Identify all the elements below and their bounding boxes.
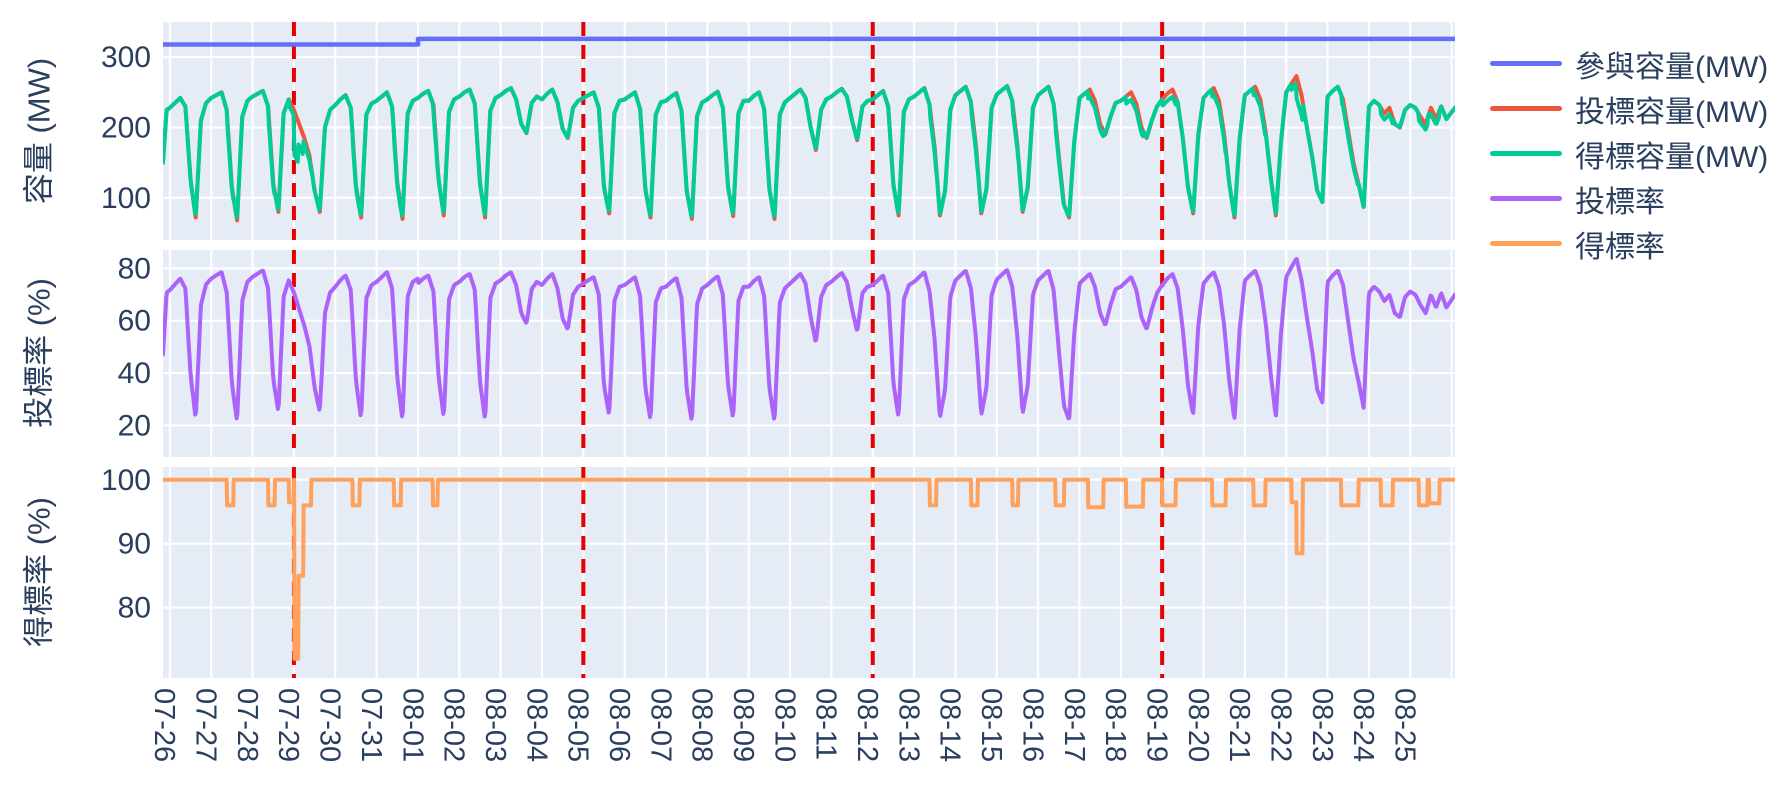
- legend-item-participate_mw[interactable]: 參與容量(MW): [1490, 41, 1768, 86]
- x-tick-label: 08-01: [396, 688, 428, 762]
- x-tick-label: 08-10: [768, 688, 800, 762]
- x-tick-label: 08-23: [1306, 688, 1338, 762]
- series-win_rate_pct[interactable]: [163, 477, 1455, 661]
- legend-item-won_mw[interactable]: 得標容量(MW): [1490, 131, 1768, 176]
- legend-swatch-won_mw: [1490, 151, 1562, 156]
- x-tick-label: 07-26: [148, 688, 180, 762]
- y-tick-label: 90: [118, 528, 151, 561]
- x-tick-label: 08-12: [851, 688, 883, 762]
- legend-label-participate_mw: 參與容量(MW): [1575, 50, 1769, 84]
- series-participate_mw[interactable]: [163, 36, 1455, 47]
- x-tick-label: 08-18: [1099, 688, 1131, 762]
- win_rate-subplot[interactable]: 80 90 100: [101, 464, 1455, 678]
- x-tick-label: 08-11: [810, 688, 842, 760]
- y-tick-label: 100: [101, 464, 151, 497]
- x-tick-label: 07-28: [231, 688, 263, 762]
- legend-label-bid_mw: 投標容量(MW): [1575, 95, 1769, 129]
- x-tick-label: 08-05: [562, 688, 594, 762]
- x-tick-label: 07-31: [355, 688, 387, 762]
- x-tick-label: 08-04: [520, 688, 552, 762]
- y-tick-label: 300: [101, 41, 151, 74]
- y-axis-title-bid-rate: 投標率 (%): [21, 278, 57, 428]
- x-axis: 07-26 07-27 07-28 07-29 07-30 07-31 08-01 08-02…: [148, 688, 1420, 762]
- legend-label-won_mw: 得標容量(MW): [1575, 140, 1769, 174]
- legend-swatch-bid_mw: [1490, 106, 1562, 111]
- x-tick-label: 08-03: [479, 688, 511, 762]
- x-tick-label: 08-21: [1223, 688, 1255, 762]
- y-tick-label: 60: [118, 305, 151, 338]
- y-axis-title-win-rate: 得標率 (%): [21, 497, 57, 647]
- y-tick-label: 40: [118, 357, 151, 390]
- x-tick-label: 08-06: [603, 688, 635, 762]
- series-bid_rate_pct[interactable]: [163, 257, 1455, 421]
- legend-label-bid_rate_pct: 投標率: [1575, 185, 1665, 219]
- x-tick-label: 08-20: [1182, 688, 1214, 762]
- x-tick-label: 08-25: [1389, 688, 1421, 762]
- x-tick-label: 08-19: [1140, 688, 1172, 762]
- legend-item-bid_mw[interactable]: 投標容量(MW): [1490, 86, 1768, 131]
- x-tick-label: 08-08: [686, 688, 718, 762]
- x-tick-label: 08-13: [892, 688, 924, 762]
- y-tick-label: 100: [101, 182, 151, 215]
- x-tick-label: 08-07: [644, 688, 676, 762]
- y-tick-label: 80: [118, 592, 151, 625]
- x-tick-label: 08-17: [1058, 688, 1090, 762]
- capacity-plot-area[interactable]: [163, 22, 1455, 240]
- legend-item-win_rate_pct[interactable]: 得標率: [1490, 221, 1768, 266]
- bid_rate-subplot[interactable]: 20 40 60 80: [118, 250, 1455, 457]
- y-axis-title-capacity: 容量 (MW): [21, 57, 57, 205]
- y-tick-label: 80: [118, 252, 151, 285]
- legend-item-bid_rate_pct[interactable]: 投標率: [1490, 176, 1768, 221]
- x-tick-label: 08-02: [438, 688, 470, 762]
- x-tick-label: 08-14: [934, 688, 966, 762]
- y-tick-label: 20: [118, 410, 151, 443]
- series-won_mw[interactable]: [163, 81, 1455, 220]
- x-tick-label: 08-16: [1016, 688, 1048, 762]
- legend-swatch-bid_rate_pct: [1490, 196, 1562, 201]
- legend-label-win_rate_pct: 得標率: [1575, 230, 1665, 264]
- x-tick-label: 07-30: [314, 688, 346, 762]
- x-tick-label: 07-27: [190, 688, 222, 762]
- x-tick-label: 08-22: [1265, 688, 1297, 762]
- y-tick-label: 200: [101, 111, 151, 144]
- x-tick-label: 08-24: [1347, 688, 1379, 762]
- legend-swatch-win_rate_pct: [1490, 241, 1562, 246]
- x-tick-label: 07-29: [272, 688, 304, 762]
- x-tick-label: 08-09: [727, 688, 759, 762]
- legend-swatch-participate_mw: [1490, 61, 1562, 66]
- x-tick-label: 08-15: [975, 688, 1007, 762]
- win_rate-plot-area[interactable]: [163, 467, 1455, 678]
- legend: 參與容量(MW) 投標容量(MW) 得標容量(MW) 投標率得標率: [1490, 41, 1768, 266]
- capacity-subplot[interactable]: 100 200 300: [101, 22, 1455, 240]
